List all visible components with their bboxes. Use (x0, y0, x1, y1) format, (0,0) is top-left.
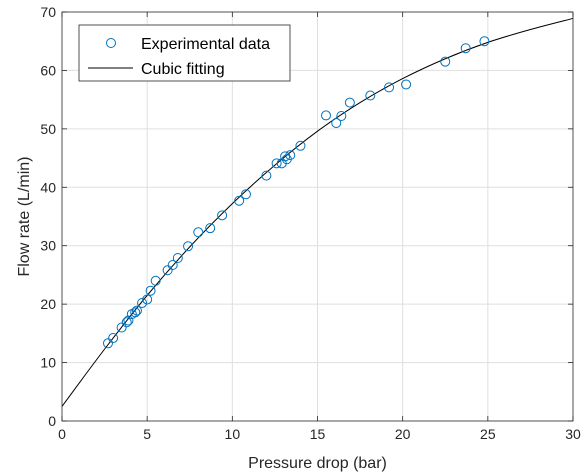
data-point (217, 210, 228, 221)
y-tick-label: 20 (40, 296, 56, 312)
y-tick-label: 10 (40, 355, 56, 371)
data-point (131, 305, 142, 316)
marker-group (102, 36, 490, 349)
x-tick-label: 20 (395, 426, 411, 442)
cubic-fit-line (61, 17, 574, 407)
y-tick-label: 50 (40, 121, 56, 137)
data-point (183, 241, 194, 252)
data-point (440, 56, 451, 67)
tick-labels: 0 5 10 15 20 25 30 0 10 20 30 40 50 60 70 (40, 4, 581, 442)
y-tick-label: 60 (40, 62, 56, 78)
x-tick-label: 15 (310, 426, 326, 442)
data-point (240, 189, 251, 200)
data-point (295, 140, 306, 151)
x-tick-label: 10 (225, 426, 241, 442)
data-point (285, 150, 296, 161)
data-point (116, 322, 127, 333)
ticks (61, 11, 574, 422)
y-tick-label: 40 (40, 179, 56, 195)
legend-marker-experimental (106, 38, 116, 48)
data-point (130, 307, 141, 318)
x-tick-label: 0 (58, 426, 66, 442)
y-tick-label: 30 (40, 238, 56, 254)
data-point (336, 111, 347, 122)
fit-line-group (61, 17, 574, 407)
data-point (401, 79, 412, 90)
data-point (205, 223, 216, 234)
data-point (193, 227, 204, 238)
x-axis-label: Pressure drop (bar) (248, 455, 387, 472)
legend-box (78, 24, 291, 82)
data-point (145, 285, 156, 296)
data-point (137, 297, 148, 308)
data-point (321, 110, 332, 121)
data-point (460, 43, 471, 54)
data-point (280, 151, 291, 162)
y-tick-label: 70 (40, 4, 56, 20)
data-point (167, 259, 178, 270)
data-point (365, 90, 376, 101)
data-point (172, 252, 183, 263)
data-point (121, 317, 132, 328)
x-tick-label: 25 (480, 426, 496, 442)
data-point (102, 338, 113, 349)
data-point (142, 294, 153, 305)
data-point (108, 333, 119, 344)
legend-label-experimental: Experimental data (141, 36, 270, 53)
data-point (234, 195, 245, 206)
x-tick-label: 30 (565, 426, 581, 442)
data-point (162, 265, 173, 276)
x-tick-label: 5 (143, 426, 151, 442)
data-point (344, 97, 355, 108)
data-point (479, 36, 490, 47)
data-point (123, 315, 134, 326)
legend: Experimental data Cubic fitting (78, 24, 291, 82)
y-axis-label: Flow rate (L/min) (16, 156, 33, 276)
legend-label-cubic: Cubic fitting (141, 61, 225, 78)
data-point (384, 82, 395, 93)
grid (62, 12, 573, 421)
data-point (150, 275, 161, 286)
y-tick-label: 0 (48, 413, 56, 429)
data-point (261, 170, 272, 181)
data-point (331, 118, 342, 129)
data-point (271, 158, 282, 169)
